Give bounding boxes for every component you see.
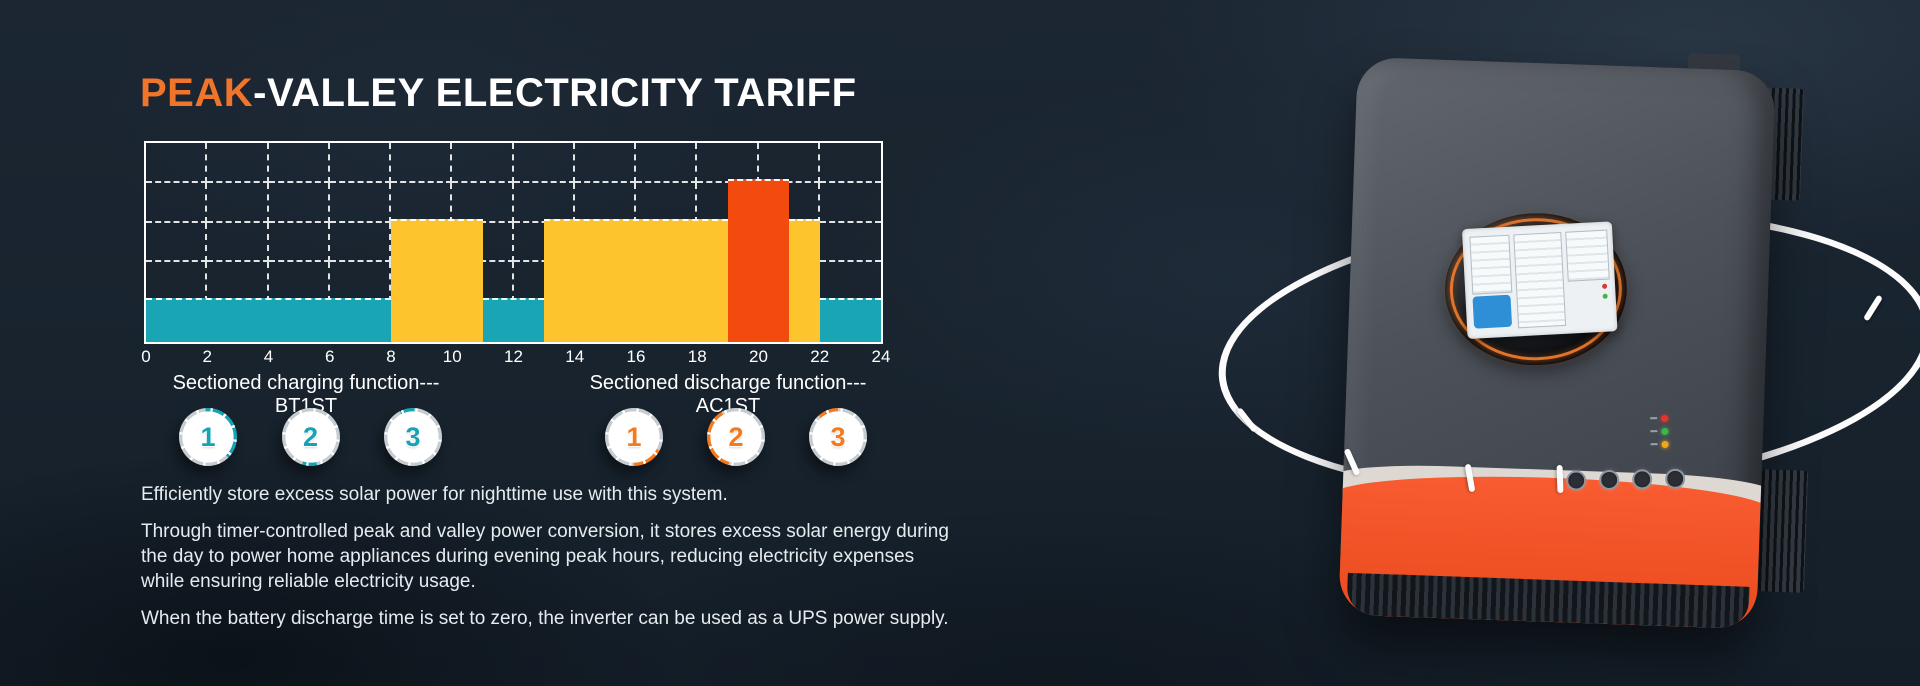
tariff-bar-valley (482, 298, 545, 342)
x-axis-tick-label: 18 (687, 347, 707, 366)
lcd-pane (1469, 234, 1513, 295)
chart-plot (146, 143, 881, 342)
lcd-blue-block (1472, 294, 1513, 329)
paragraph-3: When the battery discharge time is set t… (141, 608, 949, 629)
lcd-screen (1461, 221, 1618, 340)
dial-number: 2 (728, 421, 744, 452)
paragraph-2: Through timer-controlled peak and valley… (141, 521, 949, 592)
tariff-bar-valley (819, 298, 881, 342)
tariff-bar-peak (789, 218, 820, 342)
x-axis-tick-label: 8 (386, 347, 396, 366)
paragraph-1: Efficiently store excess solar power for… (141, 484, 728, 505)
dial-number: 3 (830, 421, 846, 452)
x-axis-tick-label: 6 (325, 347, 335, 366)
inverter-device: PowMr HYBRID SOLAR INVERTER (1338, 56, 1776, 630)
grid-cell (819, 183, 881, 223)
panel-button-icon (1665, 468, 1686, 489)
x-axis-tick-label: 22 (810, 347, 830, 366)
timer-dial-discharge-3: 3 (809, 408, 867, 466)
grid-cell (513, 143, 575, 183)
grid-cell (268, 182, 330, 223)
grid-cell (207, 143, 269, 183)
x-axis-tick-label: 10 (442, 347, 462, 366)
grid-cell (758, 143, 820, 183)
title-rest: -VALLEY ELECTRICITY TARIFF (253, 70, 857, 115)
tariff-bar-peak (544, 218, 728, 342)
grid-cell (636, 143, 698, 183)
chart-x-axis: 0 2 4 6 8 10 12 14 16 18 20 22 24 (141, 347, 890, 369)
dial-number: 3 (405, 421, 421, 452)
grid-cell (146, 182, 208, 223)
grid-cell (819, 143, 881, 183)
page-title: PEAK-VALLEY ELECTRICITY TARIFF (140, 71, 857, 116)
x-axis-tick-label: 12 (504, 347, 523, 366)
tariff-bar-valley (146, 298, 391, 342)
x-axis-tick-label: 0 (141, 347, 151, 366)
panel-buttons (1566, 468, 1686, 491)
dial-number: 2 (302, 421, 319, 452)
heatsink-fins-bottom (1757, 469, 1809, 593)
dial-group-discharge: 1 2 3 (605, 408, 867, 466)
body-copy: Efficiently store excess solar power for… (141, 482, 961, 643)
grid-cell (574, 143, 636, 183)
x-axis-tick-label: 2 (202, 347, 212, 366)
led-green (1661, 427, 1669, 436)
grid-cell (452, 143, 514, 183)
lcd-status-dot-green (1602, 293, 1608, 299)
panel-button-icon (1632, 469, 1653, 490)
grid-cell (268, 143, 330, 183)
dial-number: 1 (200, 421, 216, 452)
x-axis-tick-label: 4 (263, 347, 274, 366)
dial-group-charging: 1 2 3 (179, 408, 442, 466)
status-leds (1661, 414, 1669, 454)
grid-cell (329, 182, 391, 223)
tariff-bar-peak (391, 218, 483, 342)
timer-dial-discharge-2: 2 (707, 408, 765, 466)
x-axis-tick-label: 20 (749, 347, 768, 366)
grid-cell (268, 222, 330, 263)
timer-dial-charging-2: 2 (281, 408, 340, 466)
tariff-chart (144, 141, 883, 344)
orbit-tick-mark (1556, 464, 1564, 494)
control-panel-glass (1443, 211, 1686, 491)
timer-dial-charging-3: 3 (384, 408, 442, 466)
grid-cell (207, 182, 269, 223)
led-amber (1661, 440, 1669, 449)
panel-button-icon (1566, 470, 1587, 491)
grid-cell (146, 143, 208, 183)
lcd-status-dot-red (1601, 283, 1608, 289)
grid-cell (819, 223, 881, 263)
x-axis-tick-label: 14 (565, 347, 585, 366)
x-axis-tick-label: 16 (626, 347, 646, 366)
dial-number: 1 (626, 421, 642, 452)
panel-button-icon (1599, 469, 1620, 491)
x-axis-tick-label: 24 (871, 347, 891, 366)
grid-cell (146, 222, 208, 263)
lcd-pane (1513, 231, 1567, 329)
tariff-bar-sharp-peak (727, 178, 790, 342)
title-highlight: PEAK (140, 70, 254, 115)
led-red (1661, 414, 1669, 423)
grid-cell (207, 222, 269, 263)
timer-dial-charging-1: 1 (179, 408, 237, 466)
grid-cell (452, 182, 514, 223)
grid-cell (329, 143, 391, 183)
timer-dial-discharge-1: 1 (605, 408, 663, 466)
lcd-pane (1565, 229, 1610, 282)
grid-cell (329, 222, 391, 263)
grid-cell (391, 143, 453, 183)
grid-cell (452, 222, 514, 263)
